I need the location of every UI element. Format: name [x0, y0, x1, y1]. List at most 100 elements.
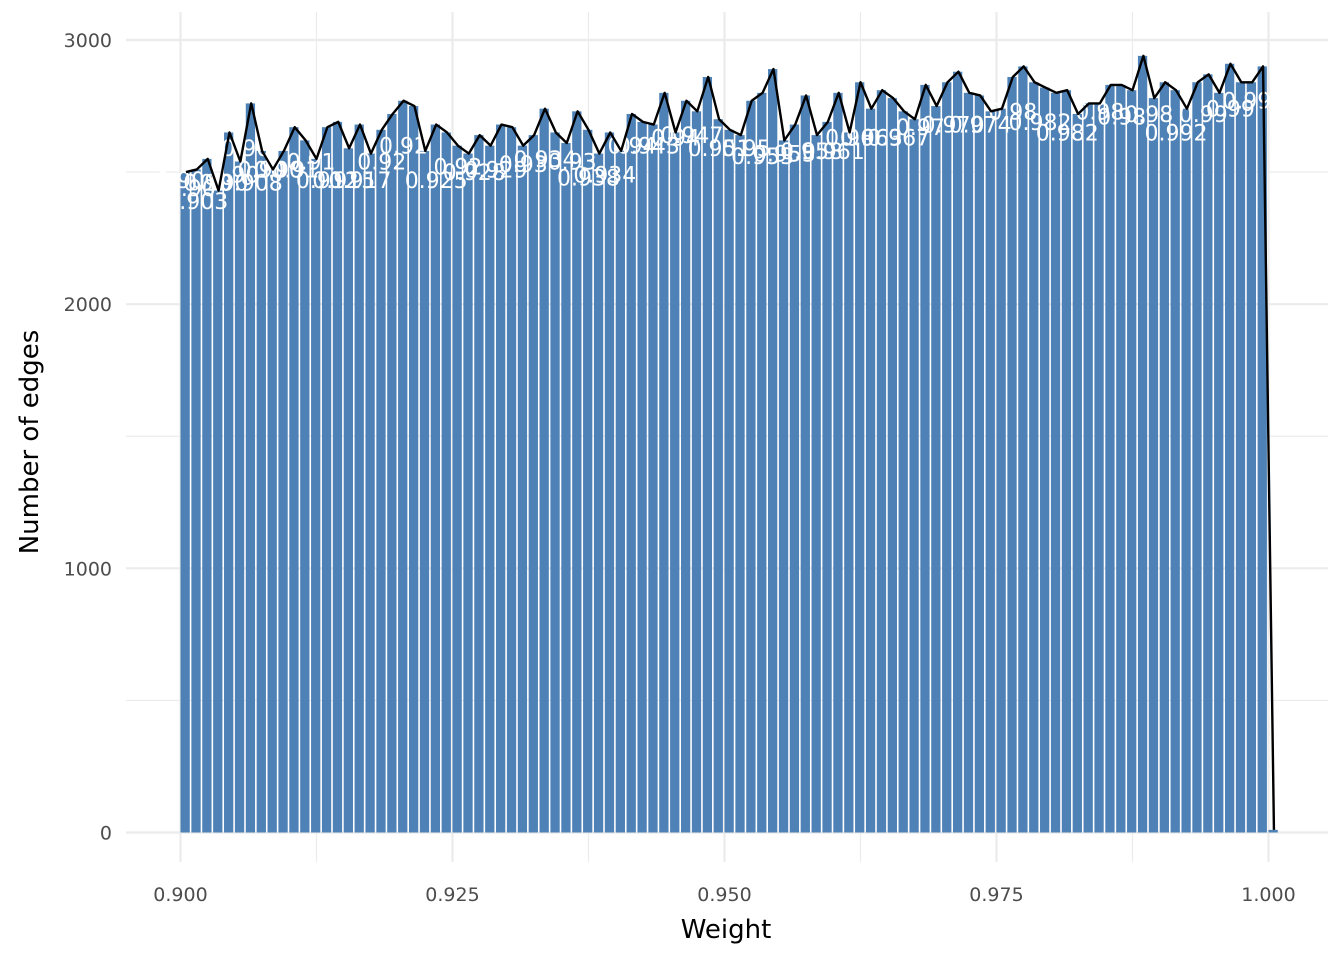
histogram-bar	[452, 145, 462, 833]
histogram-bar	[1246, 82, 1257, 833]
histogram-bar	[637, 121, 647, 833]
histogram-bar	[561, 143, 571, 833]
histogram-bar	[800, 95, 810, 833]
histogram-bar	[1040, 87, 1050, 833]
x-tick-label: 0.950	[697, 884, 751, 906]
histogram-bar	[583, 129, 593, 833]
bar-value-label: 0.94	[608, 135, 657, 160]
bar-value-label: 0.98	[1124, 103, 1173, 128]
histogram-bar	[1127, 90, 1137, 833]
bar-value-label: 0.970	[921, 113, 984, 138]
histogram-bar	[572, 111, 582, 833]
histogram-bar	[811, 135, 821, 833]
bar-value-label: 0.99	[1206, 98, 1255, 123]
y-tick-label: 0	[100, 823, 112, 845]
histogram-bar	[1170, 90, 1180, 833]
x-axis-title: Weight	[681, 915, 772, 945]
histogram-bar	[354, 124, 364, 833]
histogram-bar	[408, 106, 419, 833]
histogram-bar	[833, 92, 843, 833]
bar-value-label: 0.929	[465, 158, 528, 183]
histogram-bar	[343, 148, 353, 833]
bar-value-label: 0.953	[731, 145, 794, 170]
histogram-bar	[311, 158, 321, 833]
histogram-bar	[887, 98, 897, 833]
histogram-bar	[942, 82, 952, 833]
histogram-bar	[1203, 74, 1213, 833]
histogram-bar	[419, 150, 430, 833]
histogram-bar	[224, 132, 234, 833]
bar-value-label: 0.925	[405, 169, 468, 194]
histogram-bar	[234, 161, 245, 833]
histogram-bar	[321, 127, 332, 833]
histogram-bar	[332, 121, 343, 833]
histogram-bar	[1050, 92, 1061, 833]
histogram-bar	[1094, 103, 1104, 833]
histogram-bar	[865, 108, 876, 833]
histogram-bar	[844, 132, 854, 833]
histogram-bar	[822, 121, 832, 833]
histogram-bar	[593, 153, 604, 833]
histogram-bar	[724, 129, 734, 833]
histogram-bar	[648, 124, 658, 833]
histogram-bar	[1159, 82, 1169, 833]
histogram-bar	[267, 169, 277, 833]
bar-value-label: 0.992	[1145, 121, 1208, 146]
histogram-bar	[517, 145, 528, 833]
histogram-bar	[680, 100, 691, 833]
bar-value-label: 0.90	[183, 172, 232, 197]
bar-value-label: 0.90	[167, 177, 216, 202]
bar-value-label: 0.917	[329, 169, 392, 194]
bar-value-label: 0.928	[443, 161, 506, 186]
x-tick-labels: 0.900 0.925 0.950 0.975 1.000	[153, 884, 1295, 906]
bar-value-label: 0.958	[780, 140, 843, 165]
x-tick-label: 1.000	[1241, 884, 1295, 906]
bar-value-label: 0.938	[557, 166, 620, 191]
histogram-bar	[952, 71, 963, 833]
histogram-bar	[1105, 84, 1115, 833]
bar-value-label: 0.90	[200, 172, 249, 197]
histogram-bar	[528, 135, 538, 833]
histogram-bar	[387, 113, 397, 833]
histogram-bar	[1018, 66, 1028, 833]
bar-value-label: 0.92	[379, 135, 428, 160]
bar-value-label: 0.92	[433, 156, 482, 181]
histogram-bar	[1257, 66, 1267, 833]
histogram-bar	[485, 145, 495, 833]
bar-value-label: 0.903	[165, 190, 228, 215]
histogram-bar	[463, 153, 473, 833]
y-axis-title: Number of edges	[15, 330, 45, 555]
y-tick-labels: 0 1000 2000 3000	[64, 30, 112, 845]
histogram-bar	[855, 82, 865, 833]
histogram-bar	[735, 135, 745, 833]
histogram-bar	[1181, 108, 1191, 833]
histogram-bar	[876, 90, 887, 833]
histogram-bar	[909, 119, 919, 833]
bar-value-label: 0.967	[867, 127, 930, 152]
histogram-bar	[1083, 103, 1093, 833]
histogram-bar	[898, 111, 908, 833]
histogram-bar	[702, 76, 713, 833]
histogram-bar	[746, 100, 756, 833]
histogram-bar	[985, 111, 995, 833]
bar-value-label: 0.98	[988, 100, 1037, 125]
bar-value-label: 0.947	[660, 124, 723, 149]
histogram-bar	[1072, 113, 1082, 833]
histogram-bar	[1061, 90, 1072, 833]
frequency-polyline	[185, 54, 1276, 830]
histogram-bar	[659, 92, 669, 833]
bar-value-label: 0.90	[156, 169, 205, 194]
bar-value-label: 0.912	[296, 169, 359, 194]
histogram-bar	[430, 124, 441, 833]
histogram-bar	[768, 69, 778, 833]
histogram-bar	[1224, 63, 1235, 833]
histogram-bar	[931, 106, 941, 833]
bar-value-label: 0.93	[548, 150, 597, 175]
histogram-bar	[245, 103, 256, 833]
bars	[180, 55, 1278, 833]
bar-labels: 0.900.9030.900.900.900.900.9080.900.900.…	[156, 90, 1271, 215]
histogram-bar	[626, 113, 636, 833]
histogram-bar	[191, 169, 201, 833]
histogram-bar	[1214, 92, 1224, 833]
